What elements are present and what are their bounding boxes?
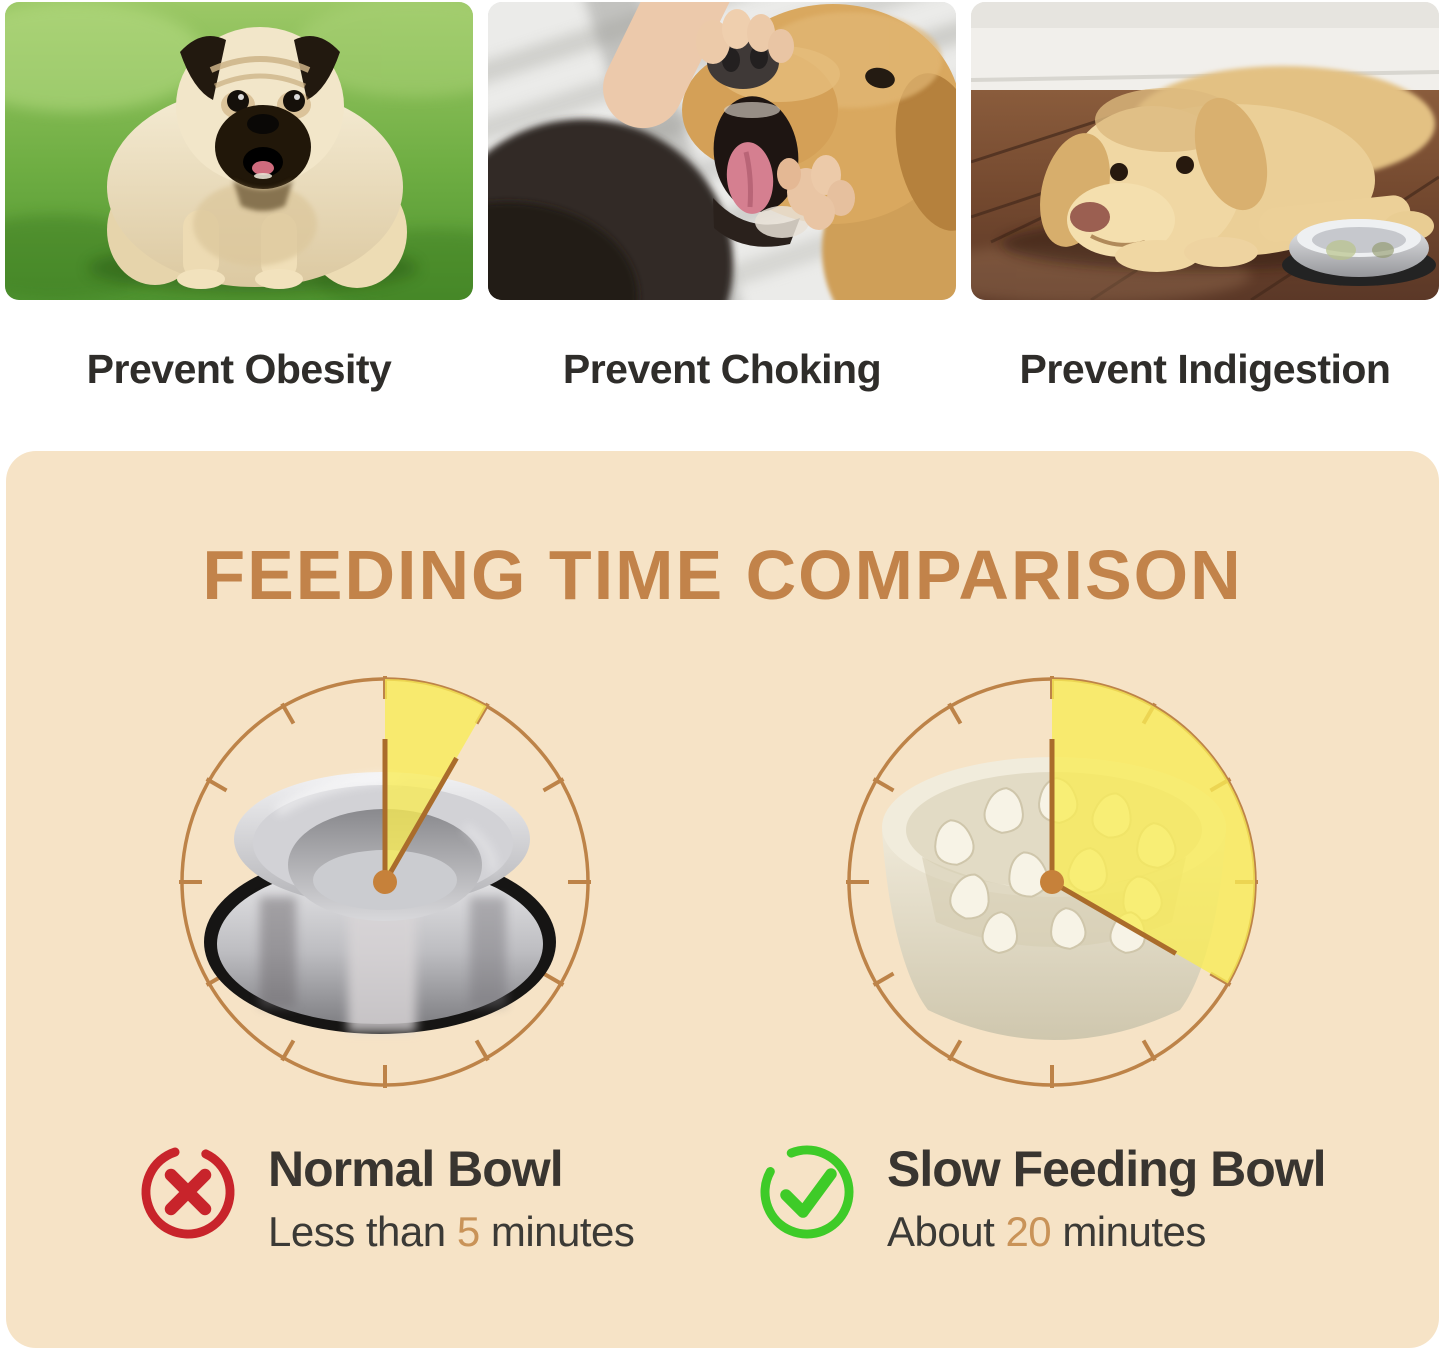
slow-feeding-bowl-minutes-value: 20	[1005, 1208, 1052, 1255]
pug-illustration	[5, 2, 473, 300]
normal-bowl-minutes-value: 5	[456, 1208, 480, 1255]
result-slow-feeding-bowl: Slow Feeding Bowl About 20 minutes	[757, 1141, 1327, 1255]
caption-prevent-obesity: Prevent Obesity	[86, 346, 392, 392]
photo-obese-pug	[5, 2, 473, 300]
slow-feeding-bowl-label: Slow Feeding Bowl	[887, 1141, 1327, 1197]
normal-bowl-time: Less than 5 minutes	[268, 1208, 635, 1255]
cross-icon	[141, 1145, 235, 1239]
retriever-mouth-illustration	[488, 2, 956, 300]
clock-dial-slow-feeding-bowl	[846, 676, 1258, 1088]
slow-feeding-bowl-time: About 20 minutes	[887, 1208, 1206, 1255]
caption-prevent-indigestion: Prevent Indigestion	[1019, 346, 1391, 392]
clock-dial-normal-bowl	[179, 676, 591, 1088]
caption-prevent-choking: Prevent Choking	[562, 346, 882, 392]
panel-title: FEEDING TIME COMPARISON	[202, 536, 1243, 614]
labrador-illustration	[971, 2, 1439, 300]
result-normal-bowl: Normal Bowl Less than 5 minutes	[138, 1141, 635, 1255]
feeding-time-comparison-panel: FEEDING TIME COMPARISON	[6, 451, 1439, 1348]
photo-lab-with-bowl	[971, 2, 1439, 300]
check-icon	[760, 1145, 854, 1239]
normal-steel-bowl	[204, 772, 556, 1034]
photo-choking-check	[488, 2, 956, 300]
normal-bowl-label: Normal Bowl	[268, 1141, 564, 1197]
